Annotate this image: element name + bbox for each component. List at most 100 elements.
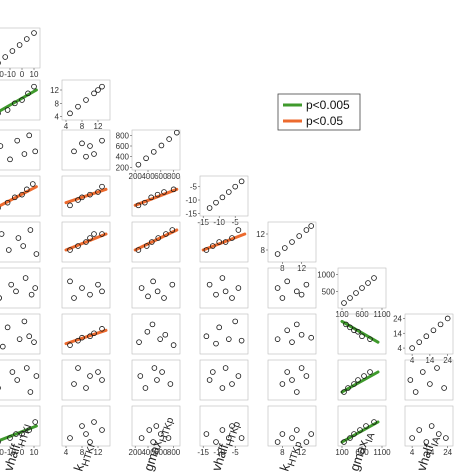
column-label: vhalfIA [414,433,444,474]
panel-frame [61,129,111,171]
point [6,247,12,253]
point [367,336,373,342]
point [91,231,97,237]
fit-line [64,328,108,346]
point [357,427,363,433]
x-tick-label: 100 [335,448,349,457]
point [2,54,8,60]
point [79,334,85,341]
point [148,194,155,201]
point [359,333,365,340]
x-tick-label: -10 [213,448,225,457]
point [298,331,305,338]
legend-label: p<0.005 [306,98,350,112]
point [203,247,210,253]
point [293,389,300,395]
point [9,48,16,54]
point [210,369,216,375]
point [79,423,85,429]
point [0,295,2,301]
x-tick-label: 600 [355,448,369,457]
point [135,247,142,253]
point [83,431,89,437]
point [226,336,232,342]
point [407,377,414,383]
point [216,239,223,245]
point [8,281,14,288]
point [23,186,30,193]
point [170,186,177,193]
point [219,385,226,391]
point [163,231,169,237]
point [21,318,28,325]
point [0,231,5,237]
point [95,189,101,195]
column-label-sub: HTKp [158,416,176,444]
point [229,295,235,301]
point [213,340,219,347]
point [154,377,160,383]
y-tick-label: 8 [261,246,266,255]
point [28,291,35,298]
panel-frame [131,359,181,401]
x-tick-label: 800 [167,172,181,181]
y-tick-label: 14 [393,329,402,338]
point [443,435,449,441]
point [341,439,347,445]
point [19,191,25,198]
point [79,285,85,291]
point [87,373,93,379]
point [169,227,176,233]
panel-frame [0,359,41,401]
x-tick-label: 24 [443,448,452,457]
x-tick-label: 8 [80,122,85,131]
x-tick-label: -10 [213,218,225,227]
point [95,369,101,375]
panel-frame [199,313,249,355]
x-tick-label: 14 [425,356,434,365]
x-tick-label: 4 [410,448,415,457]
point [87,191,93,198]
point [4,199,11,206]
panel-frame [61,267,111,309]
point [87,439,93,445]
y-tick-label: 12 [50,86,59,95]
point [67,435,73,441]
point [67,110,73,117]
point [219,275,226,281]
point [435,431,442,437]
panel-frame [267,267,317,309]
panel-frame [337,359,387,401]
point [157,336,163,342]
y-tick-label: 24 [393,314,402,323]
panel-frame [0,267,41,309]
point [142,199,148,206]
x-tick-label: 400 [141,172,155,181]
point [343,321,349,328]
point [19,431,25,437]
point [238,435,245,441]
point [235,373,242,379]
point [222,365,229,371]
point [150,278,156,285]
point [71,295,77,301]
point [91,90,97,97]
point [284,327,291,334]
point [75,103,81,110]
y-tick-label: 800 [116,131,130,140]
fit-line [340,370,380,394]
point [83,97,89,103]
x-tick-label: 14 [425,448,434,457]
fit-line [201,232,247,252]
column-label-main: k [277,462,293,473]
column-label-sub: HTKp [225,420,243,448]
point [95,87,101,93]
point [4,324,11,331]
panel-frame [337,313,387,355]
x-tick-label: 100 [335,310,349,319]
x-tick-label: 800 [167,448,181,457]
panel-frame [0,313,41,355]
point [210,243,216,249]
point [351,431,357,437]
